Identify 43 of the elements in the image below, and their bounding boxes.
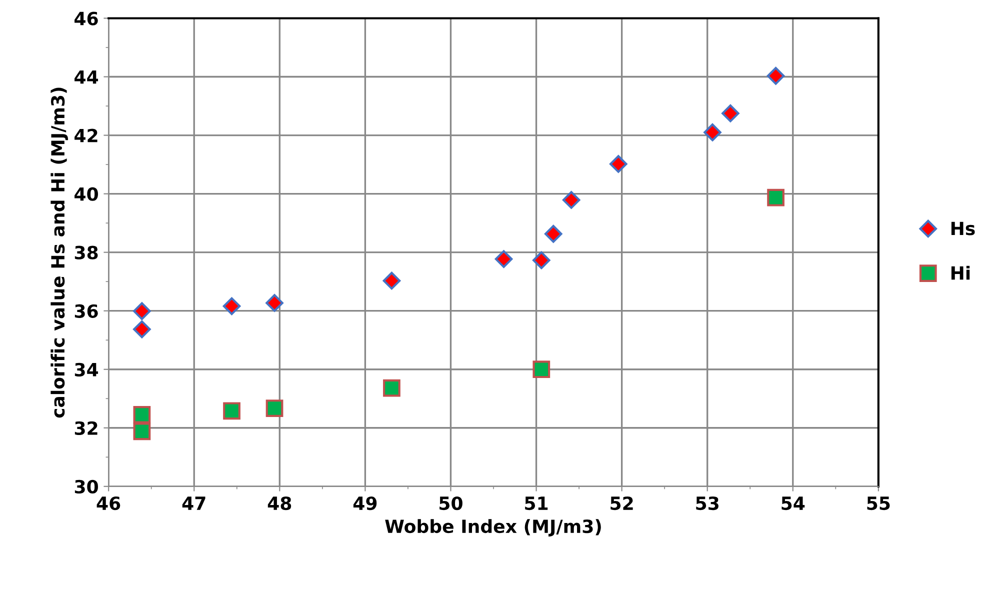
point bbox=[133, 320, 151, 338]
y-tick-label: 34 bbox=[74, 362, 98, 376]
legend-label: Hi bbox=[951, 266, 970, 280]
point bbox=[609, 155, 628, 173]
x-tick-label: 46 bbox=[96, 496, 120, 510]
point bbox=[133, 406, 151, 424]
point bbox=[722, 104, 740, 122]
x-tick-label: 49 bbox=[353, 496, 377, 510]
point bbox=[266, 294, 284, 312]
x-tick-label: 47 bbox=[182, 496, 206, 510]
point bbox=[223, 402, 240, 420]
x-tick-label: 51 bbox=[525, 496, 548, 510]
x-tick-label: 54 bbox=[782, 496, 805, 510]
y-tick-label: 36 bbox=[74, 304, 98, 318]
y-tick-label: 38 bbox=[74, 246, 98, 260]
point bbox=[544, 224, 562, 243]
x-tick-label: 55 bbox=[867, 496, 890, 510]
y-tick-label: 42 bbox=[74, 128, 98, 142]
x-tick-label: 50 bbox=[440, 496, 462, 510]
y-tick-label: 30 bbox=[74, 480, 98, 494]
x-tick-label: 53 bbox=[696, 496, 718, 510]
y-tick-label: 32 bbox=[74, 421, 98, 435]
point bbox=[383, 379, 400, 397]
point bbox=[532, 251, 550, 270]
y-tick-label: 44 bbox=[74, 70, 98, 84]
point bbox=[704, 123, 722, 142]
point bbox=[766, 66, 785, 85]
point bbox=[562, 191, 580, 209]
point bbox=[382, 272, 401, 290]
point bbox=[532, 360, 550, 378]
x-tick-label: 48 bbox=[268, 496, 292, 510]
x-tick-label: 52 bbox=[610, 496, 633, 510]
point bbox=[133, 422, 151, 440]
y-axis-title: calorific value Hs and Hi (MJ/m3) bbox=[50, 88, 68, 418]
point bbox=[133, 302, 151, 320]
y-tick-label: 40 bbox=[74, 187, 98, 201]
point bbox=[266, 400, 284, 417]
point bbox=[222, 297, 241, 316]
legend-label: Hs bbox=[951, 222, 975, 236]
point bbox=[494, 250, 513, 268]
x-axis-title: Wobbe Index (MJ/m3) bbox=[385, 519, 601, 536]
point bbox=[767, 188, 784, 206]
y-tick-label: 46 bbox=[74, 12, 98, 26]
